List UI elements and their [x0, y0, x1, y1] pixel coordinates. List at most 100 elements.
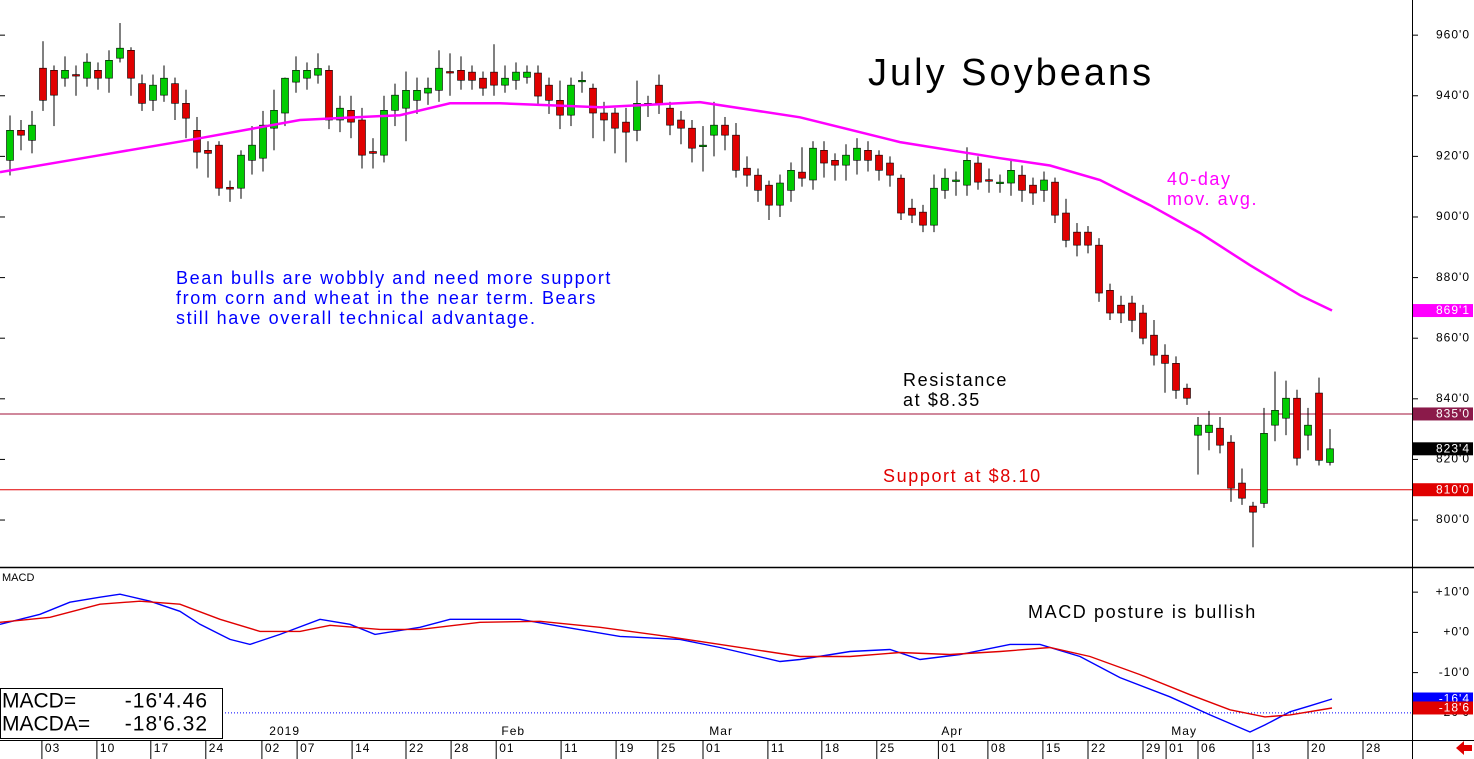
candle-body	[1150, 334, 1158, 356]
x-tick-label: 01	[706, 741, 721, 755]
candle-body	[1161, 354, 1169, 364]
value-tag-label: 835'0	[1436, 407, 1470, 421]
macd-title: MACD	[2, 572, 34, 584]
x-tick-label: 17	[154, 741, 169, 755]
readout-label: MACDA=	[2, 713, 90, 736]
candle-body	[787, 170, 795, 191]
candle-body	[336, 107, 344, 121]
x-tick-label: 03	[45, 741, 60, 755]
month-label: Mar	[709, 724, 733, 738]
candle-body	[534, 72, 542, 97]
candle-body	[1018, 174, 1026, 191]
candle-body	[1007, 170, 1015, 184]
candle-body	[1084, 231, 1092, 246]
candle-body	[1139, 312, 1147, 339]
candle-body	[897, 177, 905, 214]
x-tick-label: 11	[771, 741, 785, 755]
candle-body	[974, 162, 982, 183]
candle-body	[1040, 179, 1048, 191]
macd-line	[0, 593, 1333, 733]
candle-body	[369, 151, 377, 154]
annotation: at $8.35	[903, 390, 981, 410]
candle-body	[952, 179, 960, 182]
month-label: 2019	[269, 724, 300, 738]
readout-value: -16'4.46	[125, 690, 208, 713]
candle-body	[1326, 448, 1334, 463]
x-tick-label: 14	[355, 741, 370, 755]
candle-body	[688, 127, 696, 149]
candle-body	[578, 80, 586, 83]
y-tick-label: 860'0	[1436, 330, 1470, 344]
chart-title: July Soybeans	[868, 52, 1154, 94]
x-tick-label: 19	[619, 741, 634, 755]
readout-value: -18'6.32	[125, 713, 208, 736]
month-label: Apr	[941, 724, 963, 738]
candle-body	[1172, 363, 1180, 391]
candle-body	[182, 103, 190, 119]
candle-body	[853, 147, 861, 161]
x-tick-label: 13	[1256, 741, 1271, 755]
value-tag	[1413, 701, 1473, 715]
candle-body	[765, 184, 773, 206]
candle-body	[28, 124, 36, 141]
candle-body	[941, 177, 949, 191]
candle-body	[193, 130, 201, 153]
candle-body	[1227, 441, 1235, 489]
candle-body	[666, 107, 674, 126]
candle-body	[413, 90, 421, 101]
candle-body	[171, 83, 179, 104]
x-tick-label: 08	[991, 741, 1006, 755]
candle-body	[149, 84, 157, 101]
candle-body	[798, 171, 806, 179]
candle-body	[908, 207, 916, 216]
candle-body	[831, 160, 839, 166]
candle-body	[545, 84, 553, 101]
candle-body	[226, 186, 234, 190]
y-tick-label: 840'0	[1436, 391, 1470, 405]
candle-body	[281, 77, 289, 114]
value-tag	[1413, 407, 1473, 421]
candle-body	[314, 68, 322, 76]
candle-body	[325, 70, 333, 121]
value-tag	[1413, 304, 1473, 318]
candle-body	[248, 144, 256, 161]
candle-body	[842, 154, 850, 166]
moving-average-line	[0, 100, 1333, 312]
candle-body	[963, 160, 971, 186]
candle-body	[39, 67, 47, 101]
candle-body	[1073, 231, 1081, 246]
value-tag-label: 823'4	[1436, 441, 1470, 455]
x-tick-label: 20	[1311, 741, 1326, 755]
month-label: May	[1171, 724, 1197, 738]
candle-body	[600, 112, 608, 121]
candle-body	[105, 60, 113, 79]
y-tick-label: +0'0	[1443, 625, 1470, 639]
x-tick-label: 07	[300, 741, 315, 755]
candle-body	[732, 134, 740, 171]
candle-body	[479, 77, 487, 89]
x-tick-label: 02	[265, 741, 280, 755]
candle-body	[1194, 424, 1202, 436]
candle-body	[435, 67, 443, 91]
value-tag-label: -18'6	[1439, 701, 1470, 715]
readout-box	[0, 688, 223, 739]
candle-body	[743, 167, 751, 176]
x-tick-label: 22	[409, 741, 424, 755]
candle-body	[72, 74, 80, 77]
candle-body	[1238, 482, 1246, 499]
candle-body	[215, 144, 223, 189]
candle-body	[303, 70, 311, 79]
x-tick-label: 11	[564, 741, 578, 755]
candle-body	[138, 83, 146, 104]
x-tick-label: 24	[209, 741, 224, 755]
candle-body	[490, 71, 498, 86]
scroll-arrow[interactable]	[1456, 741, 1472, 755]
candle-body	[589, 87, 597, 114]
candle-body	[1128, 302, 1136, 321]
candle-body	[1216, 427, 1224, 446]
y-tick-label: 880'0	[1436, 270, 1470, 284]
candle-body	[204, 150, 212, 154]
x-tick-label: 28	[1366, 741, 1381, 755]
x-tick-label: 22	[1091, 741, 1106, 755]
candle-body	[809, 147, 817, 181]
